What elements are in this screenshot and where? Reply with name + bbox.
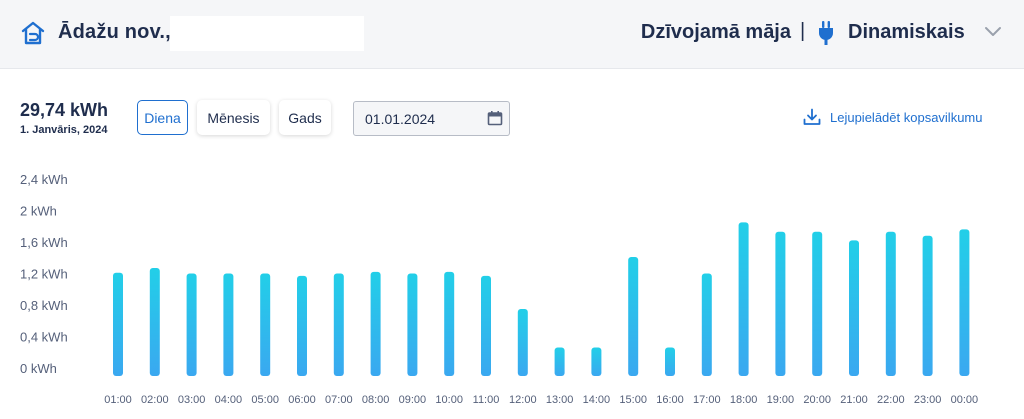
property-type: Dzīvojamā māja	[640, 21, 791, 43]
x-tick-label: 08:00	[362, 394, 390, 406]
x-tick-label: 04:00	[215, 394, 243, 406]
x-tick-label: 17:00	[693, 394, 721, 406]
hourly-consumption-chart: 0 kWh 0,4 kWh 0,8 kWh 1,2 kWh 1,6 kWh 2 kWh 2,…	[20, 172, 979, 406]
x-tick-label: 09:00	[399, 394, 427, 406]
chart-bar[interactable]	[885, 231, 896, 376]
chart-bar[interactable]	[260, 273, 271, 377]
tab-month[interactable]: Mēnesis	[197, 100, 270, 135]
download-summary-label: Lejupielādēt kopsavilkumu	[830, 109, 983, 125]
x-tick-label: 02:00	[141, 394, 169, 406]
chart-bar[interactable]	[959, 229, 970, 376]
x-tick-label: 23:00	[914, 394, 942, 406]
tab-year[interactable]: Gads	[279, 100, 331, 135]
y-tick-label: 2 kWh	[20, 204, 57, 219]
x-tick-label: 15:00	[619, 394, 647, 406]
chart-bar[interactable]	[481, 275, 491, 376]
y-tick-label: 1,2 kWh	[20, 267, 68, 282]
y-tick-label: 0,8 kWh	[20, 298, 68, 313]
address-text: Ādažu nov.,	[58, 21, 171, 43]
x-tick-label: 10:00	[435, 394, 463, 406]
calendar-icon[interactable]	[487, 110, 503, 126]
chart-bar[interactable]	[517, 308, 528, 376]
address-redaction	[170, 16, 364, 51]
x-tick-label: 14:00	[583, 394, 611, 406]
x-tick-label: 19:00	[767, 394, 795, 406]
chart-bar[interactable]	[738, 222, 749, 376]
x-tick-label: 00:00	[951, 394, 979, 406]
home-icon	[21, 21, 45, 45]
chart-bar[interactable]	[297, 275, 307, 376]
x-tick-label: 05:00	[251, 394, 279, 406]
plug-icon	[819, 21, 833, 45]
chart-bar[interactable]	[665, 347, 675, 376]
chart-bar[interactable]	[554, 347, 565, 376]
chart-bar[interactable]	[922, 235, 933, 376]
chart-bar[interactable]	[775, 231, 786, 376]
x-tick-label: 01:00	[104, 394, 132, 406]
chart-bar[interactable]	[812, 231, 823, 376]
x-tick-label: 18:00	[730, 394, 758, 406]
header-bar: Ādažu nov., Dzīvojamā māja | Dinamiskais	[0, 0, 1024, 69]
chart-bar[interactable]	[849, 240, 859, 376]
x-tick-label: 06:00	[288, 394, 316, 406]
x-tick-label: 13:00	[546, 394, 574, 406]
chart-bar[interactable]	[701, 273, 712, 377]
chart-bar[interactable]	[333, 273, 344, 377]
x-tick-label: 21:00	[840, 394, 868, 406]
y-tick-label: 0,4 kWh	[20, 330, 68, 345]
chevron-down-icon[interactable]	[983, 24, 1003, 38]
chart-bar[interactable]	[628, 256, 639, 376]
x-tick-label: 03:00	[178, 394, 206, 406]
tariff-text: Dinamiskais	[848, 21, 965, 43]
tab-day[interactable]: Diena	[137, 100, 188, 135]
download-summary-button[interactable]: Lejupielādēt kopsavilkumu	[803, 108, 982, 126]
header-separator: |	[800, 20, 806, 42]
chart-bar[interactable]	[113, 272, 123, 376]
y-tick-label: 1,6 kWh	[20, 235, 68, 250]
y-tick-label: 0 kWh	[20, 361, 57, 376]
total-consumption: 29,74 kWh	[20, 100, 109, 120]
y-tick-label: 2,4 kWh	[20, 172, 68, 187]
x-tick-label: 22:00	[877, 394, 905, 406]
selected-date-label: 1. Janvāris, 2024	[20, 124, 108, 136]
x-tick-label: 11:00	[473, 394, 500, 406]
x-tick-label: 07:00	[325, 394, 353, 406]
chart-bar[interactable]	[370, 271, 381, 376]
x-tick-label: 16:00	[656, 394, 684, 406]
x-tick-label: 20:00	[803, 394, 831, 406]
date-input[interactable]: 01.01.2024	[353, 101, 510, 136]
chart-bar[interactable]	[186, 273, 197, 377]
chart-bar[interactable]	[444, 271, 455, 376]
chart-bar[interactable]	[591, 347, 602, 376]
chart-bar[interactable]	[407, 273, 418, 377]
chart-bar[interactable]	[149, 267, 160, 376]
chart-bar[interactable]	[223, 273, 234, 377]
x-tick-label: 12:00	[509, 394, 537, 406]
download-icon	[803, 108, 821, 125]
